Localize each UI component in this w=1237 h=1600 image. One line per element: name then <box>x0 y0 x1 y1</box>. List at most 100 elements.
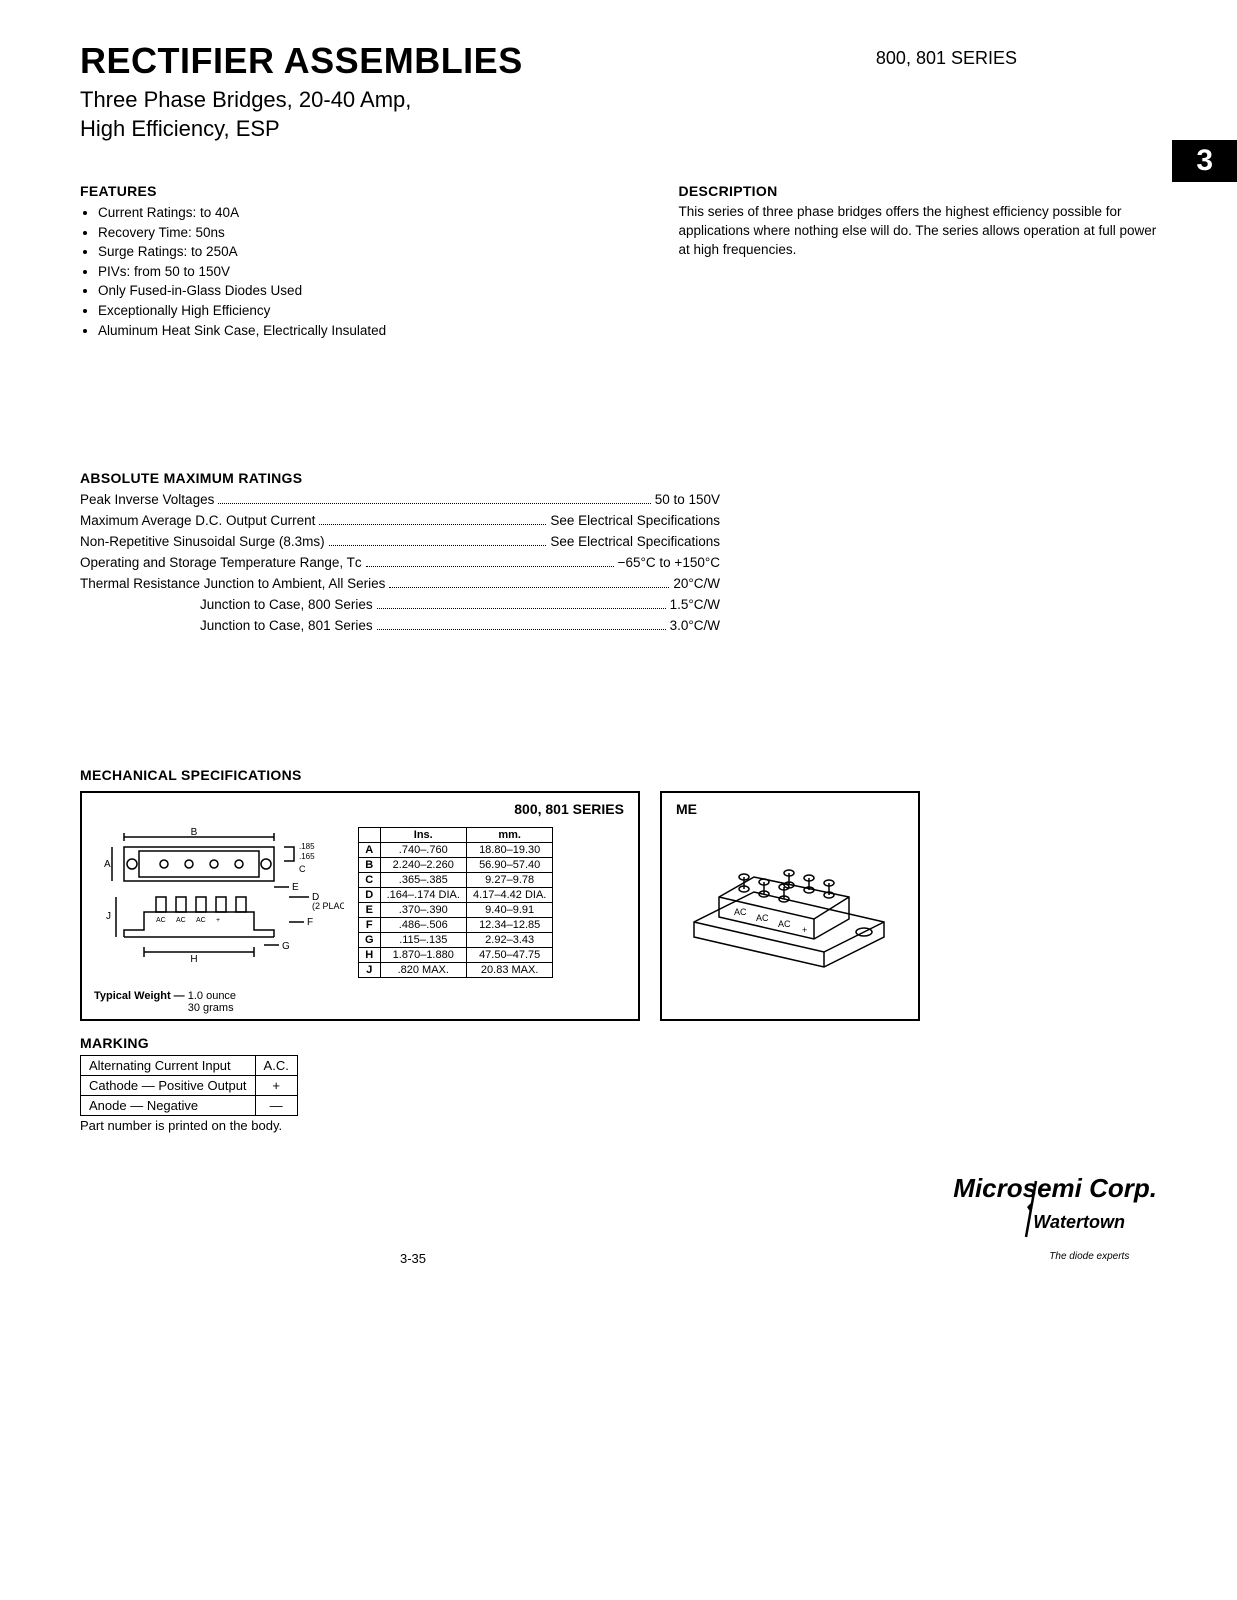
section-tab: 3 <box>1172 140 1237 182</box>
dims-cell: 2.92–3.43 <box>466 932 552 947</box>
rating-value: 50 to 150V <box>655 490 720 511</box>
svg-text:+: + <box>802 925 807 935</box>
svg-text:C: C <box>299 864 306 874</box>
dims-row: D.164–.174 DIA.4.17–4.42 DIA. <box>359 887 553 902</box>
dims-cell: .370–.390 <box>380 902 466 917</box>
svg-text:AC: AC <box>176 917 186 924</box>
dims-cell: 9.27–9.78 <box>466 872 552 887</box>
feature-item: Aluminum Heat Sink Case, Electrically In… <box>98 321 559 341</box>
brand-slash-icon <box>1021 1179 1041 1239</box>
brand-location: Watertown <box>1033 1212 1125 1232</box>
svg-text:AC: AC <box>778 919 791 929</box>
rating-label: Operating and Storage Temperature Range,… <box>80 553 362 574</box>
dims-cell: A <box>359 842 381 857</box>
brand-tagline: The diode experts <box>1049 1251 1129 1262</box>
dims-cell: J <box>359 962 381 977</box>
description-heading: DESCRIPTION <box>679 183 1158 199</box>
dims-header: Ins. <box>380 827 466 842</box>
rating-label: Maximum Average D.C. Output Current <box>80 511 315 532</box>
svg-text:J: J <box>106 911 111 922</box>
mech-diagram: B A .185 .165 C E D (2 PLACES) F G H <box>94 827 344 1014</box>
rating-row: Non-Repetitive Sinusoidal Surge (8.3ms)S… <box>80 532 720 553</box>
datasheet-page: RECTIFIER ASSEMBLIES Three Phase Bridges… <box>0 0 1237 1306</box>
dims-cell: .164–.174 DIA. <box>380 887 466 902</box>
description-text: This series of three phase bridges offer… <box>679 203 1158 260</box>
svg-text:.165: .165 <box>299 852 315 861</box>
svg-text:F: F <box>307 917 313 928</box>
rating-label: Junction to Case, 801 Series <box>200 616 373 637</box>
dims-row: G.115–.1352.92–3.43 <box>359 932 553 947</box>
features-list: Current Ratings: to 40A Recovery Time: 5… <box>80 203 559 340</box>
dimensions-table: Ins.mm.A.740–.76018.80–19.30B2.240–2.260… <box>358 827 553 978</box>
ratings-heading: ABSOLUTE MAXIMUM RATINGS <box>80 470 720 486</box>
page-title: RECTIFIER ASSEMBLIES <box>80 40 876 82</box>
feature-item: PIVs: from 50 to 150V <box>98 262 559 282</box>
rating-value: −65°C to +150°C <box>618 553 720 574</box>
rating-row: Maximum Average D.C. Output Current See E… <box>80 511 720 532</box>
svg-text:B: B <box>191 827 198 838</box>
svg-text:AC: AC <box>756 913 769 923</box>
feature-item: Only Fused-in-Glass Diodes Used <box>98 281 559 301</box>
dims-header <box>359 827 381 842</box>
mech-heading: MECHANICAL SPECIFICATIONS <box>80 767 1157 783</box>
dims-header: mm. <box>466 827 552 842</box>
svg-text:H: H <box>190 954 197 965</box>
marking-row: Alternating Current InputA.C. <box>81 1055 298 1075</box>
dims-cell: E <box>359 902 381 917</box>
dims-row: B2.240–2.26056.90–57.40 <box>359 857 553 872</box>
dims-cell: .115–.135 <box>380 932 466 947</box>
marking-table: Alternating Current InputA.C.Cathode — P… <box>80 1055 298 1116</box>
marking-cell: Cathode — Positive Output <box>81 1075 256 1095</box>
me-label: ME <box>676 801 697 817</box>
marking-cell: — <box>255 1095 297 1115</box>
dims-cell: F <box>359 917 381 932</box>
dims-cell: C <box>359 872 381 887</box>
rating-label: Junction to Case, 800 Series <box>200 595 373 616</box>
marking-cell: A.C. <box>255 1055 297 1075</box>
features-column: FEATURES Current Ratings: to 40A Recover… <box>80 183 559 340</box>
mech-drawing-box: 800, 801 SERIES <box>80 791 640 1021</box>
dims-cell: G <box>359 932 381 947</box>
rating-value: See Electrical Specifications <box>550 511 720 532</box>
features-heading: FEATURES <box>80 183 559 199</box>
svg-text:A: A <box>104 859 111 870</box>
typical-weight: Typical Weight — 1.0 ounce Typical Weigh… <box>94 990 344 1014</box>
rating-value: 20°C/W <box>673 574 720 595</box>
series-label: 800, 801 SERIES <box>876 48 1017 69</box>
mechanical-specs: MECHANICAL SPECIFICATIONS 800, 801 SERIE… <box>80 767 1157 1133</box>
rating-label: Thermal Resistance Junction to Ambient, … <box>80 574 385 595</box>
marking-section: MARKING Alternating Current InputA.C.Cat… <box>80 1035 1157 1133</box>
dims-row: H1.870–1.88047.50–47.75 <box>359 947 553 962</box>
rating-row: Junction to Case, 801 Series3.0°C/W <box>80 616 720 637</box>
svg-text:(2 PLACES): (2 PLACES) <box>312 901 344 911</box>
rating-row: Junction to Case, 800 Series 1.5°C/W <box>80 595 720 616</box>
ratings-rows: Peak Inverse Voltages50 to 150VMaximum A… <box>80 490 720 636</box>
svg-text:G: G <box>282 941 290 952</box>
svg-text:+: + <box>216 917 220 924</box>
page-number: 3-35 <box>400 1251 426 1266</box>
dims-cell: H <box>359 947 381 962</box>
subtitle-line1: Three Phase Bridges, 20-40 Amp, <box>80 86 876 115</box>
svg-text:.185: .185 <box>299 842 315 851</box>
absolute-max-ratings: ABSOLUTE MAXIMUM RATINGS Peak Inverse Vo… <box>80 470 720 636</box>
dims-cell: 4.17–4.42 DIA. <box>466 887 552 902</box>
subtitle-line2: High Efficiency, ESP <box>80 115 876 144</box>
feature-item: Exceptionally High Efficiency <box>98 301 559 321</box>
marking-row: Cathode — Positive Output+ <box>81 1075 298 1095</box>
svg-text:AC: AC <box>734 907 747 917</box>
marking-cell: Anode — Negative <box>81 1095 256 1115</box>
dims-cell: .740–.760 <box>380 842 466 857</box>
rating-value: See Electrical Specifications <box>550 532 720 553</box>
svg-text:E: E <box>292 882 299 893</box>
isometric-drawing: AC AC AC + <box>674 827 904 997</box>
isometric-box: ME <box>660 791 920 1021</box>
footer-row: 3-35 Microsemi Corp. Watertown The diode… <box>80 1173 1157 1266</box>
rating-value: 1.5°C/W <box>670 595 720 616</box>
marking-cell: + <box>255 1075 297 1095</box>
marking-heading: MARKING <box>80 1035 1157 1051</box>
dims-cell: .486–.506 <box>380 917 466 932</box>
dims-cell: 56.90–57.40 <box>466 857 552 872</box>
dims-row: C.365–.3859.27–9.78 <box>359 872 553 887</box>
header-row: RECTIFIER ASSEMBLIES Three Phase Bridges… <box>80 40 1157 143</box>
dims-row: F.486–.50612.34–12.85 <box>359 917 553 932</box>
